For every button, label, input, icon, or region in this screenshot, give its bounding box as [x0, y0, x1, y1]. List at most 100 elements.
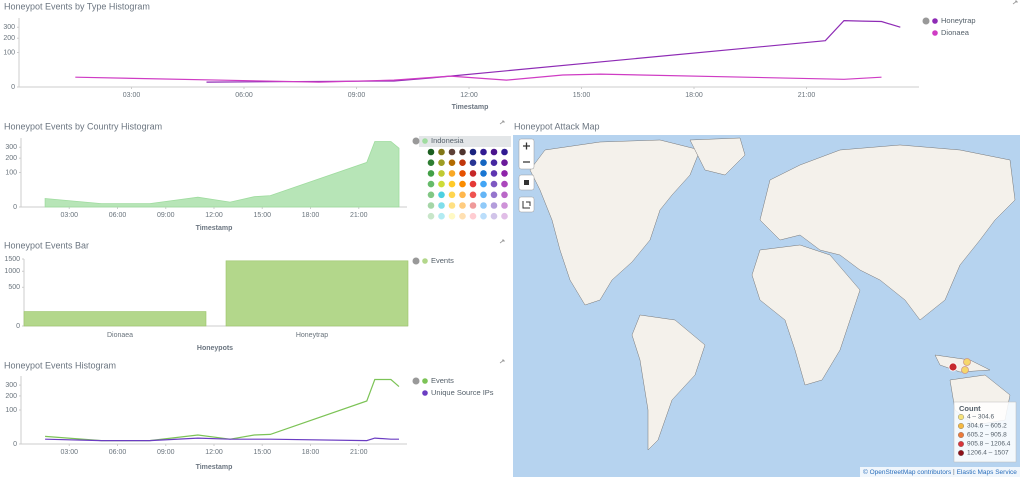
draw-icon: [524, 180, 529, 185]
palette-swatch[interactable]: [427, 191, 435, 199]
y-tick-label: 1000: [4, 268, 20, 275]
legend-label[interactable]: Indonesia: [431, 136, 464, 145]
x-tick-label: 06:00: [109, 449, 127, 456]
expand-icon[interactable]: [499, 120, 505, 125]
palette-swatch[interactable]: [501, 148, 508, 156]
palette-swatch[interactable]: [448, 170, 456, 177]
attribution: © OpenStreetMap contributors | Elastic M…: [863, 468, 1017, 476]
palette-swatch[interactable]: [459, 202, 466, 209]
palette-swatch[interactable]: [459, 170, 466, 177]
palette-swatch[interactable]: [469, 159, 477, 166]
legend-toggle[interactable]: [922, 17, 930, 25]
legend-label[interactable]: Events: [431, 376, 454, 385]
palette-swatch[interactable]: [438, 180, 445, 188]
palette-swatch[interactable]: [438, 212, 445, 220]
palette-swatch[interactable]: [448, 159, 456, 166]
palette-swatch[interactable]: [438, 191, 445, 199]
legend-swatch: [422, 378, 428, 384]
palette-swatch[interactable]: [438, 148, 445, 156]
x-tick-label: 03:00: [123, 92, 141, 99]
y-tick-label: 100: [5, 407, 17, 414]
palette-swatch[interactable]: [427, 212, 435, 220]
palette-swatch[interactable]: [501, 202, 508, 209]
legend-label[interactable]: Dionaea: [941, 28, 970, 37]
palette-swatch[interactable]: [490, 148, 498, 156]
south-america: [631, 314, 706, 451]
palette-swatch[interactable]: [459, 159, 466, 166]
x-axis-title: Timestamp: [452, 104, 489, 111]
x-tick-label: 21:00: [350, 449, 368, 456]
palette-swatch[interactable]: [480, 159, 487, 166]
legend-swatch: [422, 258, 428, 264]
x-tick-label: 21:00: [798, 92, 816, 99]
palette-swatch[interactable]: [490, 212, 498, 220]
palette-swatch[interactable]: [459, 180, 466, 188]
palette-swatch[interactable]: [438, 202, 445, 209]
palette-swatch[interactable]: [469, 212, 477, 220]
chart-title: Honeypot Events Bar: [4, 240, 89, 250]
palette-swatch[interactable]: [501, 212, 508, 220]
expand-icon[interactable]: [1012, 0, 1018, 5]
palette-swatch[interactable]: [469, 170, 477, 177]
palette-swatch[interactable]: [448, 148, 456, 156]
palette-swatch[interactable]: [427, 170, 435, 177]
palette-swatch[interactable]: [469, 191, 477, 199]
expand-icon[interactable]: [499, 239, 505, 244]
map-legend-label: 1206.4 – 1507: [967, 450, 1009, 457]
palette-swatch[interactable]: [480, 148, 487, 156]
palette-swatch[interactable]: [469, 180, 477, 188]
palette-swatch[interactable]: [438, 170, 445, 177]
legend-toggle[interactable]: [412, 137, 420, 145]
palette-swatch[interactable]: [501, 159, 508, 166]
palette-swatch[interactable]: [480, 202, 487, 209]
legend-toggle[interactable]: [412, 257, 420, 265]
palette-swatch[interactable]: [490, 202, 498, 209]
legend-label[interactable]: Events: [431, 256, 454, 265]
palette-swatch[interactable]: [480, 180, 487, 188]
palette-swatch[interactable]: [427, 202, 435, 209]
chart-title: Honeypot Events Histogram: [4, 360, 116, 370]
palette-swatch[interactable]: [480, 191, 487, 199]
palette-swatch[interactable]: [490, 159, 498, 166]
x-tick-label: 12:00: [205, 449, 223, 456]
palette-swatch[interactable]: [480, 212, 487, 220]
legend-label[interactable]: Honeytrap: [941, 16, 976, 25]
palette-swatch[interactable]: [448, 191, 456, 199]
y-tick-label: 0: [13, 441, 17, 448]
palette-swatch[interactable]: [459, 212, 466, 220]
legend-toggle[interactable]: [412, 377, 420, 385]
palette-swatch[interactable]: [490, 180, 498, 188]
bar: [225, 260, 409, 327]
zoom-control[interactable]: [518, 138, 535, 170]
palette-swatch[interactable]: [490, 191, 498, 199]
palette-swatch[interactable]: [469, 148, 477, 156]
palette-swatch[interactable]: [480, 170, 487, 177]
palette-swatch[interactable]: [448, 212, 456, 220]
crop-control[interactable]: [518, 196, 535, 213]
y-tick-label: 300: [5, 382, 17, 389]
palette-swatch[interactable]: [501, 180, 508, 188]
palette-swatch[interactable]: [469, 202, 477, 209]
palette-swatch[interactable]: [501, 191, 508, 199]
legend-label[interactable]: Unique Source IPs: [431, 388, 494, 397]
y-tick-label: 300: [3, 24, 15, 31]
palette-swatch[interactable]: [490, 170, 498, 177]
palette-swatch[interactable]: [459, 148, 466, 156]
palette-swatch[interactable]: [427, 159, 435, 166]
x-tick-label: 09:00: [157, 449, 175, 456]
y-tick-label: 500: [8, 284, 20, 291]
palette-swatch[interactable]: [427, 148, 435, 156]
line: [45, 378, 400, 442]
palette-swatch[interactable]: [448, 180, 456, 188]
palette-swatch[interactable]: [459, 191, 466, 199]
x-tick-label: 12:00: [205, 212, 223, 219]
palette-swatch[interactable]: [438, 159, 445, 166]
y-tick-label: 200: [5, 155, 17, 162]
color-palette: [427, 148, 508, 220]
palette-swatch[interactable]: [427, 180, 435, 188]
expand-icon[interactable]: [499, 359, 505, 364]
x-tick-label: 21:00: [350, 212, 368, 219]
legend-swatch: [932, 18, 938, 24]
palette-swatch[interactable]: [501, 170, 508, 177]
palette-swatch[interactable]: [448, 202, 456, 209]
